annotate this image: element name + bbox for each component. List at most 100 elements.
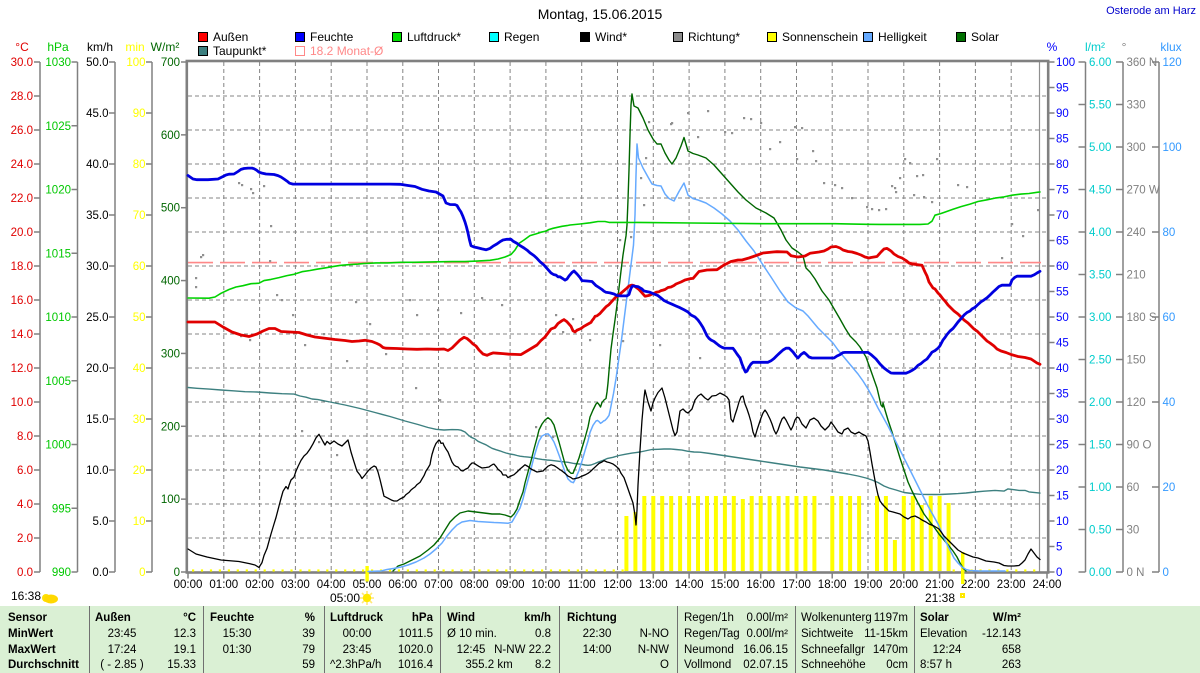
svg-text:03:00: 03:00 xyxy=(281,579,310,591)
svg-text:10: 10 xyxy=(1056,516,1069,528)
svg-text:0: 0 xyxy=(174,567,180,579)
svg-text:1010: 1010 xyxy=(45,312,71,324)
svg-text:16:00: 16:00 xyxy=(746,579,775,591)
svg-text:330: 330 xyxy=(1127,100,1146,112)
svg-text:40: 40 xyxy=(133,363,146,375)
svg-text:05:00: 05:00 xyxy=(353,579,382,591)
svg-text:50.0: 50.0 xyxy=(86,57,108,69)
svg-text:75: 75 xyxy=(1056,185,1069,197)
svg-text:20.0: 20.0 xyxy=(11,227,33,239)
svg-text:30.0: 30.0 xyxy=(86,261,108,273)
svg-text:80: 80 xyxy=(1056,159,1069,171)
svg-text:300: 300 xyxy=(161,348,180,360)
svg-text:1.50: 1.50 xyxy=(1089,440,1111,452)
svg-text:30.0: 30.0 xyxy=(11,57,33,69)
svg-text:17:00: 17:00 xyxy=(782,579,811,591)
svg-text:25.0: 25.0 xyxy=(86,312,108,324)
svg-text:990: 990 xyxy=(52,567,71,579)
svg-text:60: 60 xyxy=(1056,261,1069,273)
svg-text:100: 100 xyxy=(161,494,180,506)
svg-text:70: 70 xyxy=(1056,210,1069,222)
svg-text:0.00: 0.00 xyxy=(1089,567,1111,579)
svg-text:240: 240 xyxy=(1127,227,1146,239)
svg-text:20: 20 xyxy=(133,465,146,477)
svg-text:2.50: 2.50 xyxy=(1089,355,1111,367)
svg-text:200: 200 xyxy=(161,421,180,433)
svg-text:15:00: 15:00 xyxy=(711,579,740,591)
svg-text:2.00: 2.00 xyxy=(1089,397,1111,409)
svg-text:16.0: 16.0 xyxy=(11,295,33,307)
svg-text:26.0: 26.0 xyxy=(11,125,33,137)
svg-text:20: 20 xyxy=(1163,482,1176,494)
svg-text:0: 0 xyxy=(139,567,145,579)
svg-text:1000: 1000 xyxy=(45,440,71,452)
svg-text:90: 90 xyxy=(1056,108,1069,120)
svg-text:0: 0 xyxy=(1163,567,1169,579)
svg-text:5.00: 5.00 xyxy=(1089,142,1111,154)
svg-text:23:00: 23:00 xyxy=(997,579,1026,591)
svg-text:5.50: 5.50 xyxy=(1089,100,1111,112)
svg-text:55: 55 xyxy=(1056,287,1069,299)
svg-text:80: 80 xyxy=(1163,227,1176,239)
svg-text:95: 95 xyxy=(1056,83,1069,95)
svg-text:0.50: 0.50 xyxy=(1089,525,1111,537)
svg-text:5: 5 xyxy=(1056,542,1062,554)
svg-text:120: 120 xyxy=(1127,397,1146,409)
svg-text:6.0: 6.0 xyxy=(17,465,33,477)
svg-text:15: 15 xyxy=(1056,491,1069,503)
svg-text:25: 25 xyxy=(1056,440,1069,452)
svg-text:30: 30 xyxy=(133,414,146,426)
svg-text:20: 20 xyxy=(1056,465,1069,477)
svg-text:30: 30 xyxy=(1127,525,1140,537)
svg-text:500: 500 xyxy=(161,203,180,215)
svg-text:50: 50 xyxy=(133,312,146,324)
svg-text:40: 40 xyxy=(1056,363,1069,375)
svg-text:20:00: 20:00 xyxy=(889,579,918,591)
svg-text:50: 50 xyxy=(1056,312,1069,324)
svg-text:10.0: 10.0 xyxy=(11,397,33,409)
svg-text:60: 60 xyxy=(1163,312,1176,324)
svg-text:995: 995 xyxy=(52,503,71,515)
svg-text:60: 60 xyxy=(1127,482,1140,494)
svg-text:1025: 1025 xyxy=(45,121,71,133)
svg-text:0.0: 0.0 xyxy=(17,567,33,579)
svg-text:100: 100 xyxy=(1056,57,1075,69)
svg-text:700: 700 xyxy=(161,57,180,69)
svg-text:45.0: 45.0 xyxy=(86,108,108,120)
svg-text:18:00: 18:00 xyxy=(818,579,847,591)
svg-text:22.0: 22.0 xyxy=(11,193,33,205)
svg-text:45: 45 xyxy=(1056,338,1069,350)
svg-text:19:00: 19:00 xyxy=(854,579,883,591)
svg-text:20.0: 20.0 xyxy=(86,363,108,375)
svg-text:0.0: 0.0 xyxy=(93,567,109,579)
svg-text:4.0: 4.0 xyxy=(17,499,33,511)
svg-text:4.50: 4.50 xyxy=(1089,185,1111,197)
svg-text:04:00: 04:00 xyxy=(317,579,346,591)
svg-text:210: 210 xyxy=(1127,270,1146,282)
svg-text:30: 30 xyxy=(1056,414,1069,426)
svg-text:120: 120 xyxy=(1163,57,1182,69)
svg-text:35: 35 xyxy=(1056,389,1069,401)
svg-text:80: 80 xyxy=(133,159,146,171)
svg-text:600: 600 xyxy=(161,130,180,142)
svg-text:400: 400 xyxy=(161,276,180,288)
svg-text:70: 70 xyxy=(133,210,146,222)
svg-text:150: 150 xyxy=(1127,355,1146,367)
svg-text:21:00: 21:00 xyxy=(925,579,954,591)
svg-text:3.50: 3.50 xyxy=(1089,270,1111,282)
svg-text:0 N: 0 N xyxy=(1127,567,1145,579)
svg-text:1.00: 1.00 xyxy=(1089,482,1111,494)
svg-text:1030: 1030 xyxy=(45,57,71,69)
svg-text:10: 10 xyxy=(133,516,146,528)
svg-text:85: 85 xyxy=(1056,134,1069,146)
svg-text:3.00: 3.00 xyxy=(1089,312,1111,324)
svg-text:40.0: 40.0 xyxy=(86,159,108,171)
svg-text:14.0: 14.0 xyxy=(11,329,33,341)
svg-text:18.0: 18.0 xyxy=(11,261,33,273)
svg-text:22:00: 22:00 xyxy=(961,579,990,591)
svg-text:07:00: 07:00 xyxy=(424,579,453,591)
svg-text:8.0: 8.0 xyxy=(17,431,33,443)
svg-text:90 O: 90 O xyxy=(1127,440,1152,452)
svg-text:12:00: 12:00 xyxy=(603,579,632,591)
svg-text:15.0: 15.0 xyxy=(86,414,108,426)
